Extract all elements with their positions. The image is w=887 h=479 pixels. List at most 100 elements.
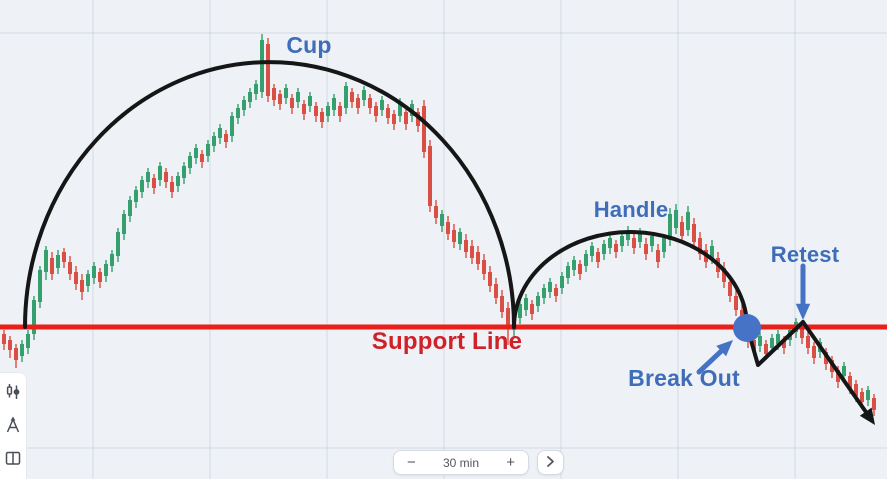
candle-body [674, 210, 678, 228]
candle-body [326, 106, 330, 116]
candle-body [206, 144, 210, 156]
candle-body [566, 266, 570, 278]
downtrend-arrow-head [859, 407, 875, 425]
scroll-right-button[interactable] [537, 450, 564, 475]
cup-label: Cup [286, 32, 332, 58]
candle-body [242, 100, 246, 110]
candle-body [452, 230, 456, 242]
candle-body [596, 252, 600, 262]
candle-body [248, 92, 252, 102]
candle-body [632, 238, 636, 248]
retest-zigzag[interactable] [746, 320, 805, 367]
drawing-tool-button[interactable] [3, 415, 23, 435]
interval-minus-button[interactable]: − [407, 454, 416, 471]
candle-body [800, 326, 804, 338]
candle-body [842, 366, 846, 376]
candle-body [872, 398, 876, 410]
candle-body [260, 40, 264, 92]
candle-body [422, 106, 426, 152]
candle-body [764, 344, 768, 354]
candle-body [698, 238, 702, 254]
candle-body [356, 98, 360, 108]
candle-body [476, 252, 480, 264]
interval-plus-button[interactable]: + [506, 454, 515, 471]
candle-body [140, 180, 144, 192]
break-out-pointer-arrow-head [716, 340, 733, 357]
candle-body [572, 260, 576, 270]
candle-body [380, 100, 384, 110]
candle-body [782, 340, 786, 348]
candle-body [20, 344, 24, 356]
candle-body [2, 334, 6, 344]
candle-body [668, 214, 672, 240]
candle-body [164, 172, 168, 182]
break-out-pointer-arrow [696, 344, 728, 375]
candle-body [278, 94, 282, 104]
candle-body [686, 212, 690, 230]
candle-body [62, 252, 66, 262]
candle-body [212, 136, 216, 146]
candle-body [8, 340, 12, 350]
candle-body [104, 264, 108, 276]
retest-pointer-arrow-head [795, 303, 811, 320]
cup-arc[interactable] [23, 60, 516, 329]
candle-body [854, 384, 858, 396]
candle-body [494, 284, 498, 298]
candle-body [290, 98, 294, 108]
candle-body [296, 92, 300, 102]
break-out-label: Break Out [628, 365, 740, 391]
candle-body [470, 246, 474, 258]
candle-body [254, 84, 258, 94]
candle-body [866, 390, 870, 400]
downtrend-arrow [801, 320, 871, 419]
support-line-label: Support Line [371, 328, 523, 355]
layout-button[interactable] [3, 448, 23, 468]
candle-body [602, 244, 606, 254]
candle-body [488, 272, 492, 286]
chart-type-button[interactable] [3, 382, 23, 402]
candle-body [92, 266, 96, 278]
candle-body [152, 178, 156, 188]
candle-body [224, 134, 228, 142]
candle-body [734, 296, 738, 310]
candle-body [776, 334, 780, 344]
candle-body [554, 288, 558, 296]
candle-body [542, 288, 546, 298]
candle-body [758, 336, 762, 346]
candle-body [314, 106, 318, 116]
candle-body [458, 232, 462, 244]
retest-label: Retest [770, 242, 840, 267]
candle-body [608, 238, 612, 248]
candle-body [398, 102, 402, 116]
interval-label[interactable]: 30 min [442, 455, 480, 470]
candle-body [728, 282, 732, 296]
candle-body [614, 244, 618, 252]
candle-body [440, 214, 444, 226]
candle-body [338, 106, 342, 116]
candle-body [860, 392, 864, 402]
candle-body [506, 308, 510, 326]
candle-body [146, 172, 150, 182]
candle-body [536, 296, 540, 306]
draw-arrow-icon [4, 416, 22, 434]
candle-body [56, 255, 60, 268]
candle-body [650, 236, 654, 246]
candle-body [428, 146, 432, 206]
candle-body [302, 104, 306, 114]
candle-body [770, 338, 774, 348]
breakout-dot[interactable] [733, 314, 761, 342]
candle-body [320, 112, 324, 122]
candle-body [446, 222, 450, 234]
candle-body [638, 232, 642, 242]
handle-label: Handle [593, 197, 669, 222]
candle-body [812, 346, 816, 358]
candle-body [188, 156, 192, 168]
candle-body [230, 116, 234, 136]
candle-body [464, 240, 468, 252]
candle-body [362, 90, 366, 100]
candle-body [194, 148, 198, 158]
candle-body [128, 200, 132, 216]
handle-arc[interactable] [512, 230, 749, 329]
